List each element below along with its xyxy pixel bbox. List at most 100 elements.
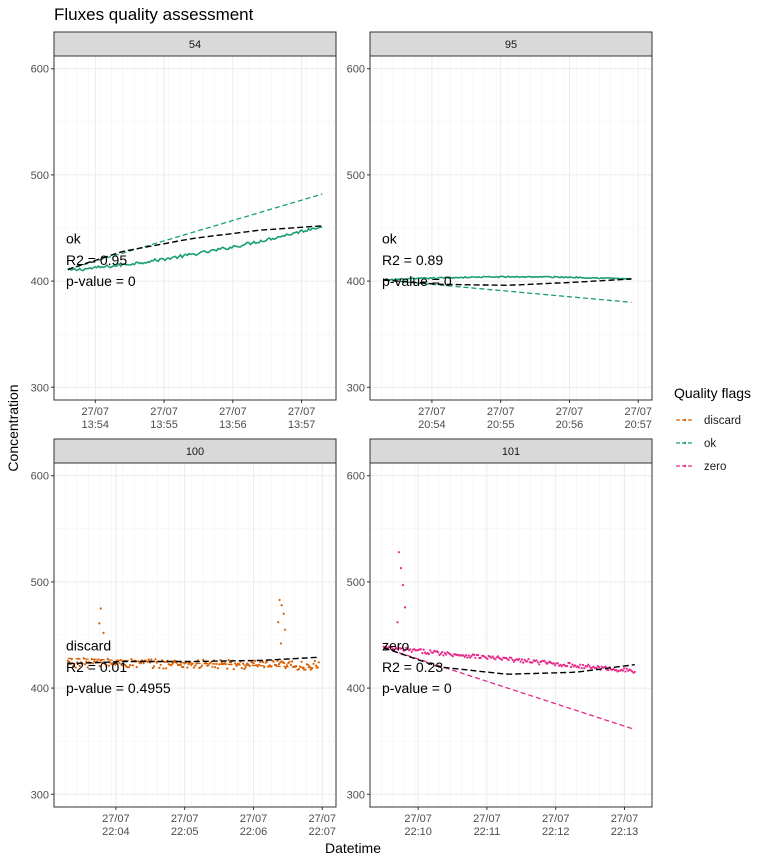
data-point [438, 653, 441, 657]
data-point [194, 664, 197, 667]
facet-strip [369, 31, 653, 57]
data-point-spike [282, 612, 285, 615]
data-point-spike [284, 628, 287, 631]
data-point [581, 663, 585, 667]
data-point [248, 664, 251, 668]
data-point [230, 661, 233, 664]
legend-key-point [683, 441, 687, 445]
legend-items: discard ok zero [676, 415, 741, 473]
panel-border [53, 462, 337, 808]
data-point [571, 663, 574, 666]
data-point [573, 664, 577, 667]
data-point [491, 655, 494, 658]
x-tick-label: 27/07 20:57 [624, 406, 652, 431]
x-tick-label: 27/07 13:55 [150, 406, 178, 431]
data-point [604, 665, 607, 668]
x-tick-time: 20:54 [418, 419, 446, 431]
y-tick-label: 500 [31, 170, 49, 182]
data-point-spike [277, 621, 280, 624]
x-tick-date: 27/07 [240, 813, 268, 825]
x-tick-time: 13:55 [150, 419, 178, 431]
data-point [105, 664, 108, 668]
data-point [252, 662, 255, 665]
data-point [451, 655, 454, 658]
x-tick-date: 27/07 [556, 406, 584, 418]
data-point [288, 660, 291, 663]
data-trace [383, 275, 632, 281]
data-point [242, 662, 245, 665]
x-tick-time: 22:10 [404, 826, 432, 838]
x-tick-time: 22:13 [611, 826, 639, 838]
data-point [127, 666, 130, 669]
data-point [597, 665, 601, 669]
data-point [317, 661, 320, 664]
data-point [467, 654, 470, 657]
data-point [538, 663, 541, 666]
data-point-spike [280, 604, 283, 607]
data-point [536, 661, 539, 664]
annotation-r2: R2 = 0.89 [382, 252, 443, 268]
annotation-r2: R2 = 0.01 [66, 659, 127, 675]
data-point [510, 656, 513, 659]
facet-strip-label: 101 [502, 446, 520, 458]
panel-border [369, 462, 653, 808]
x-tick-date: 27/07 [542, 813, 570, 825]
data-point [518, 657, 521, 661]
data-point-spike [401, 583, 405, 587]
data-point [78, 664, 81, 668]
legend-item-discard: discard [676, 415, 741, 427]
data-point [431, 651, 434, 654]
panel-101: 101 zero R2 = 0.23 p-value = 0 300 400 500 600 2… [347, 438, 653, 838]
data-point [304, 668, 307, 671]
x-tick-label: 27/07 22:06 [240, 813, 268, 838]
legend-key-point [683, 418, 687, 422]
data-point [522, 661, 525, 664]
y-tick-label: 500 [347, 577, 365, 589]
data-point [207, 664, 210, 667]
data-point [153, 665, 156, 668]
legend-label: zero [704, 461, 726, 473]
x-tick-time: 20:57 [624, 419, 652, 431]
data-point [232, 668, 235, 671]
data-point [272, 660, 275, 663]
annotation-flag: zero [382, 638, 409, 654]
data-point [307, 664, 310, 667]
data-point-spike [397, 551, 400, 554]
data-point [220, 661, 223, 664]
data-point [150, 658, 153, 661]
data-point [261, 660, 265, 664]
data-point [625, 667, 628, 670]
x-tick-date: 27/07 [624, 406, 652, 418]
x-tick-date: 27/07 [308, 813, 336, 825]
annotation-r2: R2 = 0.95 [66, 252, 127, 268]
data-point [427, 653, 430, 656]
data-point [560, 665, 563, 668]
data-point [563, 663, 566, 666]
x-tick-label: 27/07 20:56 [556, 406, 584, 431]
x-tick-date: 27/07 [611, 813, 639, 825]
data-point [211, 665, 214, 668]
data-point [86, 666, 89, 669]
data-point [179, 663, 182, 666]
data-point [171, 662, 174, 665]
data-point [406, 647, 409, 650]
data-point [543, 659, 546, 662]
data-point [158, 666, 161, 670]
y-tick-label: 400 [347, 276, 365, 288]
data-point [114, 663, 117, 666]
data-point [490, 656, 493, 659]
data-point [523, 658, 526, 662]
data-point [227, 658, 230, 662]
data-point [385, 645, 388, 648]
data-point [256, 665, 259, 668]
y-tick-label: 300 [31, 382, 49, 394]
data-point [186, 666, 189, 669]
data-point [419, 648, 422, 651]
data-point [182, 666, 185, 669]
annotation-pvalue: p-value = 0 [382, 680, 452, 696]
model-fit-line [383, 278, 632, 287]
data-point [74, 666, 77, 669]
x-tick-label: 27/07 22:13 [611, 813, 639, 838]
data-point [401, 647, 404, 650]
x-tick-time: 22:06 [240, 826, 268, 838]
